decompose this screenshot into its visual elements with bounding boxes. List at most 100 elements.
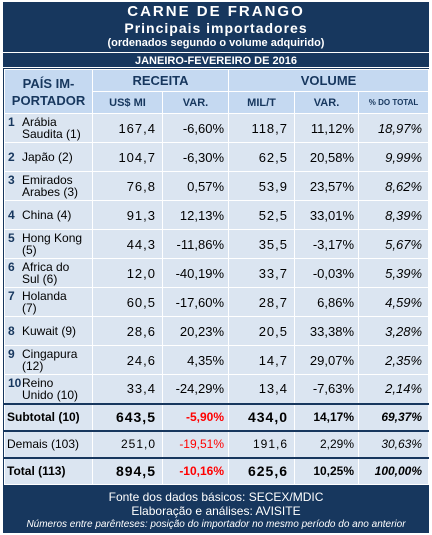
pct-total-cell: 9,99%	[358, 142, 430, 172]
subtotal-var-receita: -5,90%	[161, 402, 230, 432]
var-receita-cell: 4,35%	[161, 345, 230, 375]
country-name: Africa do Sul (6)	[22, 260, 70, 286]
pct-total-cell: 2,35%	[358, 345, 430, 375]
receita-cell: 24,6	[92, 345, 163, 375]
table-row: 8 Kuwait (9) 28,6 20,23% 20,5 33,38% 3,28%	[4, 316, 430, 346]
table-row: 4 China (4) 91,3 12,13% 52,5 33,01% 8,39%	[4, 200, 430, 230]
var-receita-cell: -11,86%	[161, 229, 230, 259]
rank-number: 5	[8, 231, 15, 245]
country-cell: 4 China (4)	[4, 200, 93, 230]
demais-var-volume: 2,29%	[294, 430, 360, 458]
rows-body: 1 Arábia Saudita (1) 167,4 -6,60% 118,7 11,12%…	[4, 113, 430, 404]
col-header-pct-total: % DO TOTAL	[358, 91, 430, 114]
total-pct: 100,00%	[358, 456, 430, 485]
table-title: CARNE DE FRANGO	[127, 3, 305, 20]
receita-cell: 91,3	[92, 200, 163, 230]
report-panel: CARNE DE FRANGO Principais importadores …	[3, 2, 430, 533]
table-note: (ordenados segundo o volume adquirido)	[107, 37, 325, 49]
header-row-2: US$ MI VAR. MIL/T VAR. % DO TOTAL	[5, 91, 430, 114]
demais-pct: 30,63%	[358, 430, 430, 458]
var-receita-cell: 20,23%	[161, 316, 230, 346]
country-name: Japão (2)	[22, 150, 73, 164]
pct-total-cell: 4,59%	[358, 287, 430, 317]
demais-label: Demais (103)	[4, 430, 93, 458]
volume-cell: 35,5	[228, 229, 296, 259]
country-name: Cingapura (12)	[22, 347, 78, 373]
country-cell: 2 Japão (2)	[4, 142, 93, 172]
subtotal-pct: 69,37%	[358, 402, 430, 432]
demais-var-receita: -19,51%	[161, 430, 230, 458]
var-volume-cell: 11,12%	[294, 113, 360, 143]
volume-cell: 14,7	[228, 345, 296, 375]
col-header-var-receita: VAR.	[161, 91, 230, 114]
table-row: 5 Hong Kong (5) 44,3 -11,86% 35,5 -3,17% 5,67%	[4, 229, 430, 259]
receita-cell: 167,4	[92, 113, 163, 143]
rank-number: 1	[8, 115, 15, 129]
importers-table: PAÍS IM- PORTADOR RECEITA VOLUME US$ MI …	[4, 69, 430, 485]
receita-cell: 33,4	[92, 374, 163, 404]
total-label: Total (113)	[4, 456, 93, 485]
var-volume-cell: -0,03%	[294, 258, 360, 288]
footer-elaboration: Elaboração e análises: AVISITE	[131, 504, 301, 518]
var-volume-cell: 20,58%	[294, 142, 360, 172]
col-header-receita: RECEITA	[91, 69, 230, 92]
country-name: China (4)	[22, 208, 72, 222]
pct-total-cell: 5,39%	[358, 258, 430, 288]
period-label: JANEIRO-FEVEREIRO DE 2016	[3, 52, 429, 68]
rank-number: 9	[8, 347, 15, 361]
country-cell: 1 Arábia Saudita (1)	[4, 113, 93, 143]
subtotal-row: Subtotal (10) 643,5 -5,90% 434,0 14,17% …	[4, 402, 430, 432]
col-header-volume: VOLUME	[228, 69, 430, 92]
country-cell: 6 Africa do Sul (6)	[4, 258, 93, 288]
volume-cell: 33,7	[228, 258, 296, 288]
rank-number: 10	[8, 375, 22, 390]
receita-cell: 104,7	[92, 142, 163, 172]
country-cell: 10 Reino Unido (10)	[4, 374, 93, 404]
footer-note: Números entre parênteses: posição do imp…	[26, 519, 406, 530]
demais-volume: 191,6	[228, 430, 296, 458]
volume-cell: 118,7	[228, 113, 296, 143]
col-header-mil-t: MIL/T	[228, 91, 296, 114]
table-row: 1 Arábia Saudita (1) 167,4 -6,60% 118,7 11,12%…	[4, 113, 430, 143]
rank-number: 3	[8, 173, 15, 187]
country-name: Emirados Arabes (3)	[22, 173, 79, 199]
table-row: 6 Africa do Sul (6) 12,0 -40,19% 33,7 -0,03% 5,…	[4, 258, 430, 288]
var-receita-cell: -6,30%	[161, 142, 230, 172]
country-name: Arábia Saudita (1)	[22, 115, 81, 141]
var-volume-cell: 33,38%	[294, 316, 360, 346]
table-row: 10 Reino Unido (10) 33,4 -24,29% 13,4 -7,63% 2,…	[4, 374, 430, 404]
table-subtitle: Principais importadores	[124, 20, 308, 36]
volume-cell: 20,5	[228, 316, 296, 346]
var-receita-cell: 12,13%	[161, 200, 230, 230]
var-volume-cell: 23,57%	[294, 171, 360, 201]
total-var-receita: -10,16%	[161, 456, 230, 485]
pct-total-cell: 5,67%	[358, 229, 430, 259]
total-row: Total (113) 894,5 -10,16% 625,6 10,25% 1…	[4, 456, 430, 485]
table-row: 7 Holanda (7) 60,5 -17,60% 28,7 6,86% 4,59%	[4, 287, 430, 317]
country-name: Kuwait (9)	[22, 324, 77, 338]
demais-row: Demais (103) 251,0 -19,51% 191,6 2,29% 3…	[4, 430, 430, 458]
country-cell: 8 Kuwait (9)	[4, 316, 93, 346]
receita-cell: 12,0	[92, 258, 163, 288]
subtotal-var-volume: 14,17%	[294, 402, 360, 432]
receita-cell: 76,8	[92, 171, 163, 201]
rank-number: 4	[8, 208, 15, 222]
total-receita: 894,5	[92, 456, 163, 485]
table-row: 2 Japão (2) 104,7 -6,30% 62,5 20,58% 9,99%	[4, 142, 430, 172]
rank-number: 6	[8, 260, 15, 274]
table-row: 3 Emirados Arabes (3) 76,8 0,57% 53,9 23,57% 8,…	[4, 171, 430, 201]
var-receita-cell: -6,60%	[161, 113, 230, 143]
total-volume: 625,6	[228, 456, 296, 485]
rank-number: 2	[8, 150, 15, 164]
var-volume-cell: 29,07%	[294, 345, 360, 375]
country-name: Reino Unido (10)	[22, 375, 79, 402]
pct-total-cell: 8,39%	[358, 200, 430, 230]
var-volume-cell: -7,63%	[294, 374, 360, 404]
pct-total-cell: 8,62%	[358, 171, 430, 201]
country-cell: 5 Hong Kong (5)	[4, 229, 93, 259]
var-volume-cell: -3,17%	[294, 229, 360, 259]
subtotal-volume: 434,0	[228, 402, 296, 432]
volume-cell: 53,9	[228, 171, 296, 201]
table-row: 9 Cingapura (12) 24,6 4,35% 14,7 29,07% 2,35%	[4, 345, 430, 375]
volume-cell: 13,4	[228, 374, 296, 404]
